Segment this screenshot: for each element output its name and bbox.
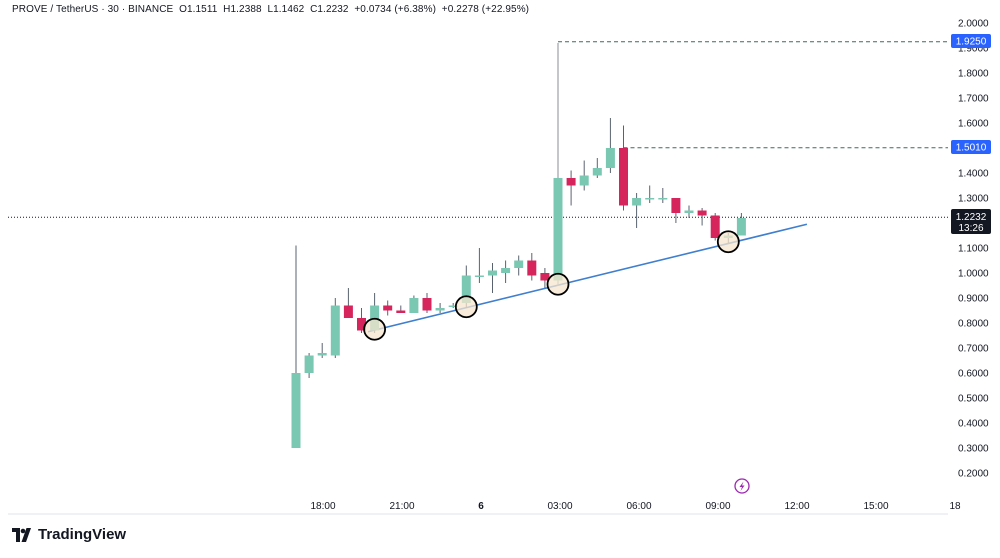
price-badges: 1.9250 1.5010 1.2232 13:26	[951, 34, 991, 234]
candle-body-10	[422, 298, 432, 311]
y-tick-label-11: 1.3000	[958, 194, 989, 205]
candle-body-22	[579, 175, 589, 186]
y-tick-label-17: 1.9000	[958, 44, 989, 55]
candle-body-25	[619, 148, 628, 206]
x-tick-label-1: 21:00	[389, 501, 414, 512]
candle-body-27	[645, 198, 655, 200]
candle-body-12	[448, 305, 458, 307]
x-tick-label-3: 03:00	[547, 501, 572, 512]
touch-circle-2	[546, 272, 570, 296]
symbol-label: PROVE / TetherUS · 30 · BINANCE	[12, 4, 174, 15]
change-value: +0.0734 (+6.38%)	[354, 4, 437, 15]
candle-body-26	[632, 198, 642, 206]
candle-body-32	[710, 215, 720, 238]
candle-body-31	[697, 210, 707, 216]
y-tick-label-0: 0.2000	[958, 469, 989, 480]
price-axis[interactable]: 0.2000 0.3000 0.4000 0.5000 0.6000 0.7000 0.80…	[958, 19, 989, 480]
candle-body-15	[488, 270, 497, 276]
horizontal-levels	[8, 41, 948, 218]
candle-body-14	[474, 275, 484, 277]
candle-body-28	[658, 198, 668, 200]
touch-circle-0	[363, 317, 387, 341]
trendline-layer[interactable]	[367, 223, 808, 333]
candle-body-7	[383, 305, 393, 311]
candle-body-8	[396, 310, 406, 313]
ohlc-high: H1.2388	[223, 4, 262, 15]
time-axis[interactable]: 18:00 21:00 6 03:00 06:00 09:00 12:00 15:00 18	[310, 501, 961, 512]
ohlc-close: C1.2232	[310, 4, 349, 15]
tradingview-logo: TradingView	[12, 526, 126, 543]
ohlc-low: L1.1462	[267, 4, 305, 15]
candle-body-34	[736, 218, 746, 236]
level-high-badge-text: 1.9250	[956, 37, 987, 48]
support-touch-markers	[363, 230, 740, 341]
candle-body-17	[514, 260, 524, 268]
candle-body-9	[409, 298, 419, 313]
candle-body-18	[527, 260, 537, 276]
touch-circle-1	[454, 295, 478, 319]
lightning-icon[interactable]	[734, 478, 750, 494]
y-tick-label-18: 2.0000	[958, 19, 989, 30]
level-high-badge	[951, 34, 991, 48]
candle-body-30	[684, 210, 694, 213]
candle-body-11	[435, 308, 445, 311]
x-tick-label-6: 12:00	[784, 501, 809, 512]
candle-body-3	[330, 305, 340, 356]
y-tick-label-7: 0.9000	[958, 294, 989, 305]
candle-body-1	[304, 355, 314, 373]
ohlc-open: O1.1511	[179, 4, 218, 15]
last-price-badge-text: 1.2232	[956, 212, 987, 223]
y-tick-label-15: 1.7000	[958, 94, 989, 105]
candles-layer	[291, 43, 746, 448]
y-tick-label-9: 1.1000	[958, 244, 989, 255]
candle-body-19	[540, 273, 550, 281]
tradingview-logo-icon	[12, 527, 31, 542]
level-mid-badge-text: 1.5010	[956, 143, 987, 154]
x-tick-label-0: 18:00	[310, 501, 335, 512]
y-tick-label-12: 1.4000	[958, 169, 989, 180]
y-tick-label-8: 1.0000	[958, 269, 989, 280]
candle-body-21	[566, 178, 576, 186]
x-tick-label-5: 09:00	[705, 501, 730, 512]
x-tick-label-8: 18	[949, 501, 961, 512]
y-tick-label-2: 0.4000	[958, 419, 989, 430]
candle-body-20	[553, 178, 563, 281]
y-tick-label-16: 1.8000	[958, 69, 989, 80]
y-tick-label-4: 0.6000	[958, 369, 989, 380]
tradingview-logo-text: TradingView	[38, 526, 127, 543]
countdown-badge-text: 13:26	[958, 223, 983, 234]
x-tick-label-2: 6	[478, 501, 484, 512]
y-tick-label-3: 0.5000	[958, 394, 989, 405]
candle-body-16	[501, 268, 511, 273]
y-tick-label-14: 1.6000	[958, 119, 989, 130]
candle-body-29	[671, 198, 681, 213]
candle-body-5	[357, 318, 366, 331]
candle-body-4	[343, 305, 353, 318]
chart-header: PROVE / TetherUS · 30 · BINANCE O1.1511 …	[12, 4, 529, 15]
last-price-badge	[951, 209, 991, 234]
candle-body-2	[317, 353, 327, 356]
x-tick-label-4: 06:00	[626, 501, 651, 512]
change-value-2: +0.2278 (+22.95%)	[441, 4, 530, 15]
x-tick-label-7: 15:00	[863, 501, 888, 512]
candle-body-24	[605, 148, 615, 168]
touch-circle-3	[716, 230, 740, 254]
y-tick-label-1: 0.3000	[958, 444, 989, 455]
candle-body-23	[592, 168, 602, 176]
candle-body-13	[461, 275, 471, 303]
level-mid-badge	[951, 140, 991, 154]
support-trendline[interactable]	[367, 223, 808, 333]
candle-body-0	[291, 373, 301, 448]
y-tick-label-5: 0.7000	[958, 344, 989, 355]
y-tick-label-6: 0.8000	[958, 319, 989, 330]
